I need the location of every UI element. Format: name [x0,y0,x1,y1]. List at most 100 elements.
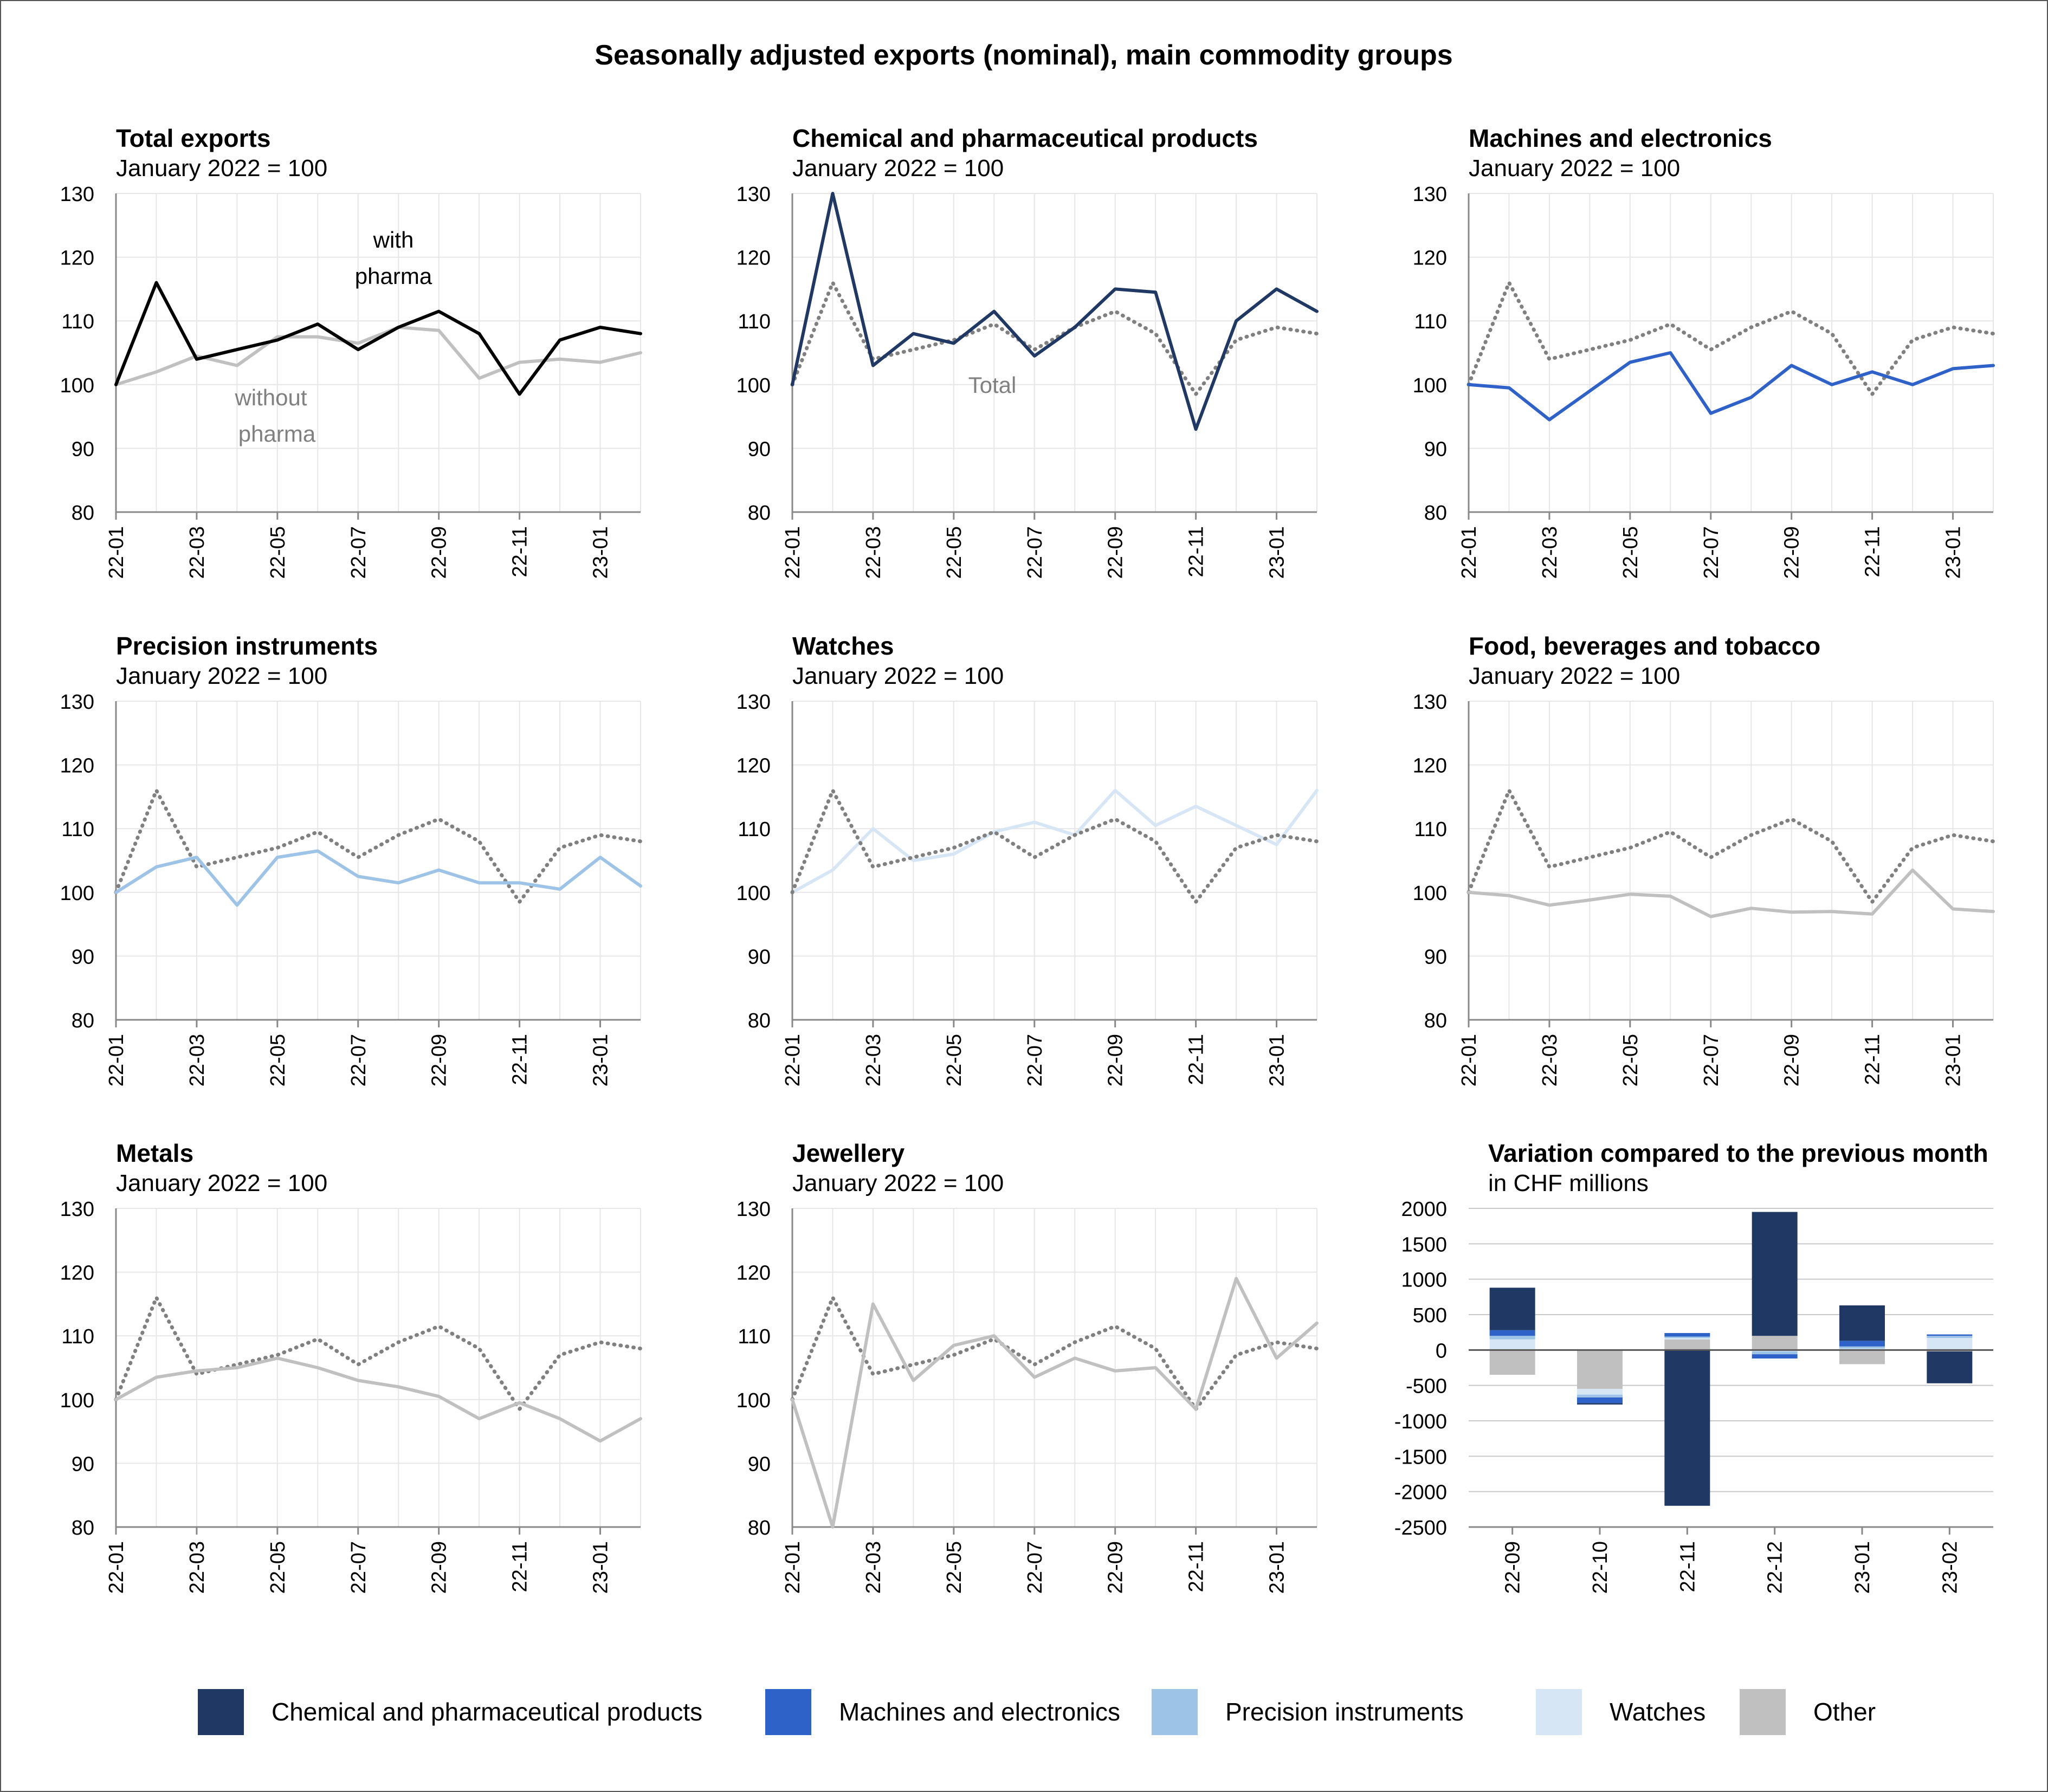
bar-22-11-other [1664,1339,1710,1350]
x-tick-label: 22-07 [1024,1541,1046,1594]
annotation-pharma: pharma [355,263,432,289]
panel-title: Total exports [116,124,270,152]
x-tick-label: 22-10 [1589,1541,1612,1594]
panel-title: Machines and electronics [1469,124,1772,152]
y-tick-label: 130 [60,183,94,206]
annotation-total: Total [968,372,1017,398]
bar-22-12-machines-and-electronics [1752,1354,1798,1359]
y-tick-label: 110 [738,818,771,841]
panel-6: Metals January 2022 = 100 80 90 100 110 120 130… [60,1139,643,1594]
x-tick-label: 22-03 [862,1541,885,1594]
series-line-total [114,1296,643,1411]
bar-22-10-precision-instruments [1577,1394,1623,1398]
x-tick-label: 23-01 [1266,526,1289,579]
panel-subtitle: January 2022 = 100 [116,1170,327,1196]
bar-22-11-machines-and-electronics [1664,1332,1710,1337]
series-line-total [790,281,1319,396]
y-tick-label: 90 [72,1453,94,1476]
y-tick-label: 120 [60,1262,94,1285]
x-tick-label: 22-01 [105,1541,128,1594]
panel-subtitle: January 2022 = 100 [792,1170,1004,1196]
series-line-watches [791,788,1319,894]
series-line-with-pharma [114,281,642,396]
x-tick-label: 22-09 [428,1541,451,1594]
annotation-pharma-grey: pharma [238,421,316,447]
panel-title: Watches [792,632,894,660]
x-tick-label: 22-03 [186,1541,209,1594]
bar-22-11-watches [1664,1338,1710,1340]
x-tick-label: 22-11 [1185,1541,1208,1592]
panel-subtitle: January 2022 = 100 [116,155,327,182]
y-tick-label: 80 [748,1010,771,1032]
x-tick-label: 22-07 [1024,1034,1046,1086]
series-line-total [790,788,1319,904]
bar-22-09-machines-and-electronics [1489,1330,1535,1336]
x-tick-label: 22-05 [943,1541,966,1594]
x-tick-label: 22-01 [1458,1034,1481,1086]
x-tick-label: 22-07 [347,1034,370,1086]
y-tick-label: 130 [60,1198,94,1221]
y-tick-label: 110 [738,310,771,333]
panel-8: Variation compared to the previous month… [1394,1139,1993,1594]
x-tick-label: 23-01 [1851,1541,1874,1594]
x-tick-label: 22-01 [1458,526,1481,579]
panel-title: Variation compared to the previous month [1488,1139,1988,1167]
bar-22-09-watches [1489,1339,1535,1350]
y-tick-label: 80 [748,502,771,525]
panel-3: Precision instruments January 2022 = 100 8… [60,632,643,1086]
x-tick-label: 22-12 [1764,1541,1787,1594]
y-tick-label: 120 [736,1262,771,1285]
x-tick-label: 22-01 [781,1034,804,1086]
x-tick-label: 22-09 [1781,526,1804,579]
y-tick-label: 120 [60,247,94,270]
y-tick-label: 80 [72,1517,94,1539]
y-tick-label: 130 [736,1198,771,1221]
y-tick-label: 110 [61,1325,94,1348]
x-tick-label: 22-09 [1104,1034,1127,1086]
x-tick-label: 22-01 [105,526,128,579]
x-tick-label: 22-09 [1104,1541,1127,1594]
x-tick-label: 22-05 [1619,1034,1642,1086]
x-tick-label: 22-11 [509,1541,532,1592]
y-tick-label: 100 [736,882,771,905]
legend-label-5: Other [1813,1698,1876,1726]
x-tick-label: 22-09 [1104,526,1127,579]
legend-label-1: Chemical and pharmaceutical products [272,1698,702,1726]
y-tick-label: 120 [60,755,94,778]
x-tick-label: 22-11 [1862,526,1884,577]
y-tick-label: 110 [1414,818,1447,841]
y-tick-label: -500 [1406,1375,1447,1398]
x-tick-label: 22-03 [1539,1034,1561,1086]
panel-title: Food, beverages and tobacco [1469,632,1820,660]
y-tick-label: 130 [736,691,771,714]
y-tick-label: 90 [1424,438,1447,461]
x-tick-label: 22-07 [1700,526,1723,579]
x-tick-label: 23-01 [1942,526,1965,579]
y-tick-label: 100 [60,1389,94,1412]
y-tick-label: 90 [1424,946,1447,968]
y-tick-label: 100 [736,374,771,397]
y-tick-label: 100 [1413,882,1447,905]
bar-23-01-precision-instruments [1839,1346,1885,1349]
x-tick-label: 22-07 [1700,1034,1723,1086]
panel-7: Jewellery January 2022 = 100 80 90 100 110 120… [736,1139,1319,1594]
legend-swatch-5 [1740,1689,1786,1735]
x-tick-label: 22-11 [509,1034,532,1085]
bar-23-02-chemical-and-pharmaceutical-products [1927,1351,1973,1383]
y-tick-label: 0 [1436,1340,1447,1362]
y-tick-label: 110 [738,1325,771,1348]
x-tick-label: 22-05 [943,526,966,579]
y-tick-label: 100 [1413,374,1447,397]
panel-2: Machines and electronics January 2022 = 1… [1413,124,1995,579]
x-tick-label: 23-01 [1266,1541,1289,1594]
panel-subtitle: January 2022 = 100 [1469,663,1680,689]
bar-23-02-watches [1927,1338,1973,1350]
y-tick-label: 120 [1413,755,1447,778]
panel-0: Total exports January 2022 = 100 80 90 100 11… [60,124,642,579]
bar-22-11-chemical-and-pharmaceutical-products [1664,1350,1710,1506]
y-tick-label: -2000 [1394,1482,1447,1504]
x-tick-label: 23-01 [590,1034,612,1086]
bar-23-01-other [1839,1350,1885,1364]
page-title: Seasonally adjusted exports (nominal), m… [595,40,1452,71]
